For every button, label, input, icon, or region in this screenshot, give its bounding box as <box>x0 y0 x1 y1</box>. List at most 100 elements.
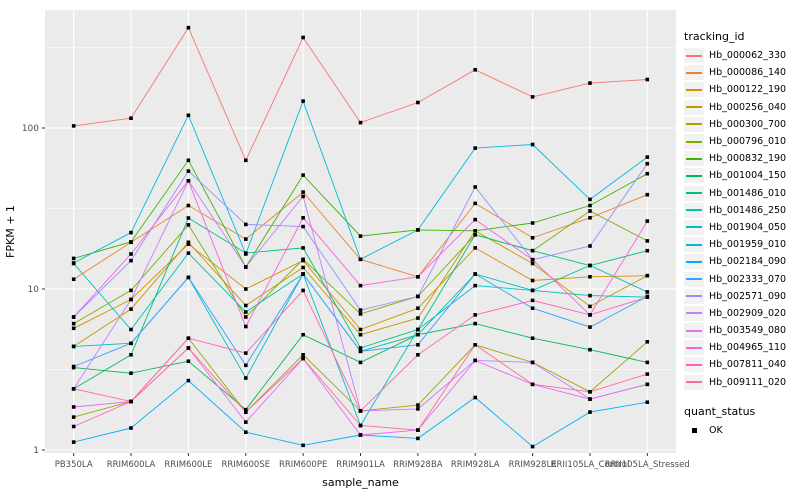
data-point-marker <box>71 256 76 261</box>
x-tick-label: RRIM928BA <box>393 460 443 470</box>
data-point-marker <box>473 283 477 288</box>
legend-item-label: Hb_001486_010 <box>709 187 787 199</box>
data-point-marker <box>129 230 133 235</box>
legend-line-swatch <box>686 157 702 160</box>
legend-item-label: Hb_002909_020 <box>709 307 787 319</box>
legend-key <box>684 357 704 373</box>
data-point-marker <box>530 306 535 310</box>
data-point-marker <box>186 336 191 340</box>
legend-item: Hb_007811_040 <box>684 356 796 373</box>
legend-panel: tracking_id Hb_000062_330 Hb_000086_140 Hb… <box>684 30 796 439</box>
data-point-marker <box>301 190 305 194</box>
legend-item-label: Hb_000796_010 <box>709 136 787 148</box>
legend-line-swatch <box>686 71 702 74</box>
data-point-marker <box>301 99 305 103</box>
data-point-marker <box>473 185 477 189</box>
data-point-marker <box>301 224 305 229</box>
data-point-marker <box>588 197 592 202</box>
data-point-marker <box>71 315 76 319</box>
legend-line-swatch <box>686 54 702 57</box>
data-point-marker <box>71 424 76 429</box>
data-point-marker <box>645 400 650 404</box>
data-point-marker <box>645 239 650 243</box>
data-point-marker <box>301 443 305 448</box>
legend-item-label: Hb_002184_090 <box>709 256 787 268</box>
data-point-marker <box>71 277 76 281</box>
data-point-marker <box>186 169 191 173</box>
data-point-marker <box>186 251 191 255</box>
data-point-marker <box>129 341 133 346</box>
legend-key <box>684 65 704 81</box>
legend-item-label: OK <box>709 424 723 436</box>
data-point-marker <box>530 360 535 365</box>
x-tick-label: RRIM600PE <box>279 460 327 470</box>
data-point-marker <box>301 272 305 276</box>
legend-item-label: Hb_000832_190 <box>709 153 787 165</box>
data-point-marker <box>530 257 535 262</box>
data-point-marker <box>186 240 191 245</box>
data-point-marker <box>588 244 592 248</box>
data-point-marker <box>358 234 363 238</box>
data-point-marker <box>645 171 650 176</box>
data-point-marker <box>244 420 248 424</box>
data-point-marker <box>530 288 535 293</box>
legend-item: Hb_001486_250 <box>684 202 796 219</box>
data-point-marker <box>588 293 592 298</box>
legend-key <box>684 185 704 201</box>
data-point-marker <box>186 275 191 280</box>
legend-title-tracking-id: tracking_id <box>684 30 745 43</box>
square-marker-icon <box>691 427 697 433</box>
data-point-marker <box>301 332 305 337</box>
data-point-marker <box>186 223 191 227</box>
data-point-marker <box>645 382 650 387</box>
data-point-marker <box>358 409 363 413</box>
legend-item-label: Hb_001959_010 <box>709 239 787 251</box>
data-point-marker <box>588 304 592 309</box>
data-point-marker <box>473 343 477 347</box>
legend-item-label: Hb_000086_140 <box>709 67 787 79</box>
legend-item: OK <box>684 422 796 439</box>
data-point-marker <box>588 397 592 401</box>
legend-item: Hb_000062_330 <box>684 47 796 64</box>
data-point-marker <box>244 265 248 269</box>
data-point-marker <box>186 216 191 220</box>
data-point-marker <box>186 203 191 208</box>
data-point-marker <box>129 371 133 375</box>
legend-item: Hb_001904_050 <box>684 219 796 236</box>
data-point-marker <box>530 382 535 387</box>
data-point-marker <box>244 376 248 380</box>
data-point-marker <box>358 360 363 365</box>
data-point-marker <box>186 346 191 350</box>
legend-line-swatch <box>686 140 702 143</box>
legend-item-label: Hb_000256_040 <box>709 101 787 113</box>
data-point-marker <box>358 257 363 262</box>
data-point-marker <box>129 116 133 120</box>
data-point-marker <box>71 124 76 128</box>
legend-item-label: Hb_001486_250 <box>709 204 787 216</box>
data-point-marker <box>473 146 477 150</box>
data-point-marker <box>129 252 133 256</box>
data-point-marker <box>244 430 248 434</box>
data-point-marker <box>129 288 133 293</box>
data-point-marker <box>416 275 420 279</box>
data-point-marker <box>530 236 535 240</box>
data-point-marker <box>530 221 535 225</box>
legend-key <box>684 323 704 339</box>
legend-item: Hb_001004_150 <box>684 167 796 184</box>
data-point-marker <box>416 228 420 232</box>
legend-item: Hb_002909_020 <box>684 305 796 322</box>
legend-key <box>684 271 704 287</box>
data-point-marker <box>301 194 305 199</box>
legend-item: Hb_000832_190 <box>684 150 796 167</box>
legend-line-swatch <box>686 381 702 384</box>
data-point-marker <box>358 349 363 354</box>
data-point-marker <box>588 275 592 279</box>
legend-line-swatch <box>686 174 702 177</box>
legend-key <box>684 237 704 253</box>
data-point-marker <box>530 298 535 303</box>
x-tick-label: RRIM928LA <box>451 460 500 470</box>
legend-line-swatch <box>686 346 702 349</box>
legend-key <box>684 305 704 321</box>
data-point-marker <box>416 353 420 357</box>
x-tick-label: RRII105LA_Control <box>551 460 630 470</box>
